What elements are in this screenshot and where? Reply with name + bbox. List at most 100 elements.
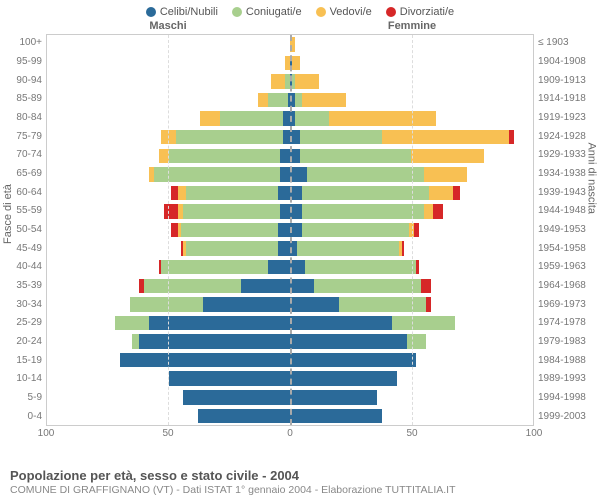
age-label: 25-29 [0, 314, 42, 333]
bar-segment [295, 74, 319, 88]
bar-segment [268, 93, 287, 107]
bar-segment [268, 260, 290, 274]
legend-dot [232, 7, 242, 17]
stacked-bar [47, 185, 290, 201]
header-male: Maschi [46, 20, 290, 32]
birthyear-label: 1954-1958 [538, 239, 600, 258]
stacked-bar [47, 129, 290, 145]
center-line [290, 35, 292, 425]
x-tick: 50 [162, 428, 173, 439]
bar-segment [302, 186, 428, 200]
bar-segment [283, 111, 290, 125]
bar-segment [302, 204, 424, 218]
bar-row [47, 72, 290, 91]
bar-segment [278, 186, 290, 200]
bar-row [47, 332, 290, 351]
bar-segment [161, 130, 176, 144]
bar-segment [183, 390, 290, 404]
age-label: 80-84 [0, 109, 42, 128]
stacked-bar [47, 166, 290, 182]
bar-row [47, 184, 290, 203]
bar-segment [169, 149, 281, 163]
bar-segment [271, 74, 286, 88]
age-label: 15-19 [0, 351, 42, 370]
birthyear-label: 1969-1973 [538, 295, 600, 314]
header-female: Femmine [290, 20, 534, 32]
stacked-bar [47, 278, 290, 294]
bar-segment [283, 130, 290, 144]
bar-segment [171, 223, 178, 237]
bar-row [47, 221, 290, 240]
bar-segment [278, 223, 290, 237]
bar-segment [307, 167, 424, 181]
bar-segment [130, 297, 203, 311]
bar-segment [280, 167, 290, 181]
birthyear-label: 1974-1978 [538, 314, 600, 333]
legend-item: Vedovi/e [316, 6, 372, 18]
bar-segment [176, 130, 283, 144]
legend-item: Celibi/Nubili [146, 6, 218, 18]
age-label: 90-94 [0, 71, 42, 90]
legend: Celibi/Nubili Coniugati/e Vedovi/e Divorzia… [0, 0, 600, 20]
bar-segment [178, 186, 185, 200]
x-tick: 50 [406, 428, 417, 439]
chart-area: Fasce di età 100+95-9990-9485-8980-8475-… [0, 34, 600, 426]
stacked-bar [47, 73, 290, 89]
bar-segment [407, 334, 426, 348]
bar-segment [280, 149, 290, 163]
birthyear-label: 1949-1953 [538, 221, 600, 240]
bar-segment [241, 279, 290, 293]
bar-segment [329, 111, 436, 125]
birthyear-label: 1919-1923 [538, 109, 600, 128]
bar-segment [144, 279, 241, 293]
stacked-bar [47, 36, 290, 52]
bar-row [47, 239, 290, 258]
bar-segment [186, 186, 278, 200]
bar-segment [295, 93, 302, 107]
age-label: 65-69 [0, 165, 42, 184]
birthyear-label: 1909-1913 [538, 71, 600, 90]
stacked-bar [47, 296, 290, 312]
birthyear-label: 1984-1988 [538, 351, 600, 370]
stacked-bar [47, 408, 290, 424]
legend-label: Coniugati/e [246, 6, 302, 18]
age-label: 0-4 [0, 407, 42, 426]
bar-segment [453, 186, 460, 200]
stacked-bar [47, 259, 290, 275]
legend-item: Coniugati/e [232, 6, 302, 18]
stacked-bar [47, 110, 290, 126]
bar-row [47, 128, 290, 147]
bar-segment [186, 241, 278, 255]
footer: Popolazione per età, sesso e stato civil… [10, 468, 456, 496]
bar-row [47, 146, 290, 165]
age-label: 30-34 [0, 295, 42, 314]
bar-segment [290, 297, 339, 311]
age-label: 70-74 [0, 146, 42, 165]
x-axis: 100500 50100 [0, 428, 600, 440]
legend-dot [146, 7, 156, 17]
female-bars [290, 34, 534, 426]
age-label: 10-14 [0, 370, 42, 389]
birthyear-label: ≤ 1903 [538, 34, 600, 53]
bar-segment [132, 334, 139, 348]
stacked-bar [47, 92, 290, 108]
bar-segment [429, 186, 453, 200]
bar-segment [290, 409, 382, 423]
age-label: 35-39 [0, 277, 42, 296]
stacked-bar [47, 203, 290, 219]
legend-dot [386, 7, 396, 17]
bar-row [47, 165, 290, 184]
stacked-bar [47, 389, 290, 405]
x-tick: 100 [38, 428, 55, 439]
age-label: 95-99 [0, 53, 42, 72]
chart-title: Popolazione per età, sesso e stato civil… [10, 468, 456, 483]
bar-segment [203, 297, 290, 311]
bar-row [47, 202, 290, 221]
legend-item: Divorziati/e [386, 6, 454, 18]
birthyear-label: 1994-1998 [538, 389, 600, 408]
bar-segment [426, 297, 431, 311]
birthyear-label: 1959-1963 [538, 258, 600, 277]
bar-segment [198, 409, 290, 423]
bar-segment [305, 260, 417, 274]
bar-row [47, 109, 290, 128]
